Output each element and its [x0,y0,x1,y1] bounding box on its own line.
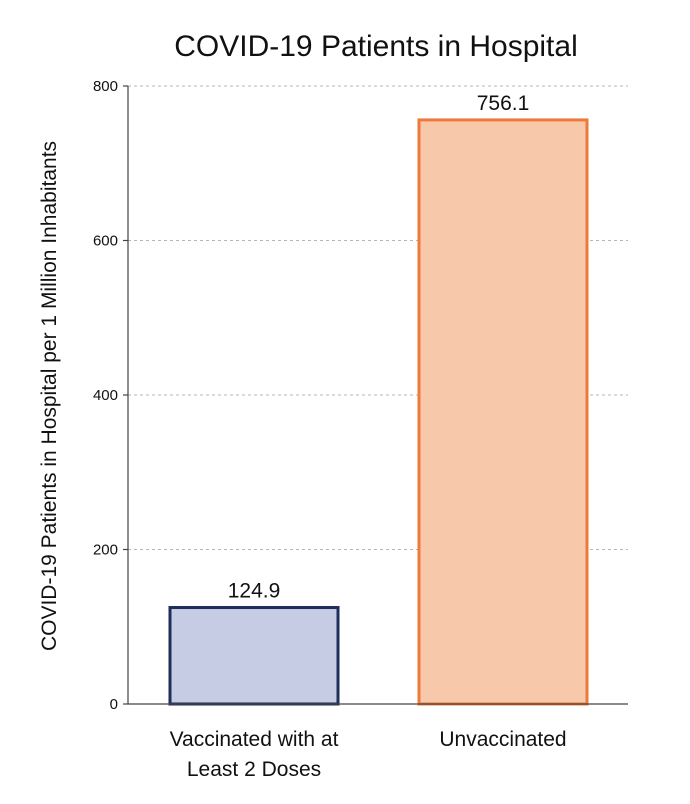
bar-value-label-2: 756.1 [477,92,530,115]
y-axis-label: COVID-19 Patients in Hospital per 1 Mill… [38,141,61,651]
bar-1 [168,606,340,706]
y-axis-ticks: 0 200 400 600 800 [93,78,128,713]
category-labels: 124.9 756.1 Vaccinated with at Least 2 Dose… [170,92,567,781]
bar-2 [417,118,589,706]
y-tick-label-200: 200 [93,542,118,559]
y-tick-label-400: 400 [93,387,118,404]
bar-value-label-1: 124.9 [228,580,281,603]
axes [127,86,628,705]
category-label-2-line-1: Unvaccinated [439,728,566,751]
category-label-1-line-2: Least 2 Doses [187,758,321,781]
category-label-1-line-1: Vaccinated with at [170,728,339,751]
y-tick-label-600: 600 [93,233,118,250]
bars [168,118,589,706]
chart-title: COVID-19 Patients in Hospital [174,30,578,63]
y-tick-label-800: 800 [93,78,118,95]
y-tick-label-0: 0 [110,696,118,713]
